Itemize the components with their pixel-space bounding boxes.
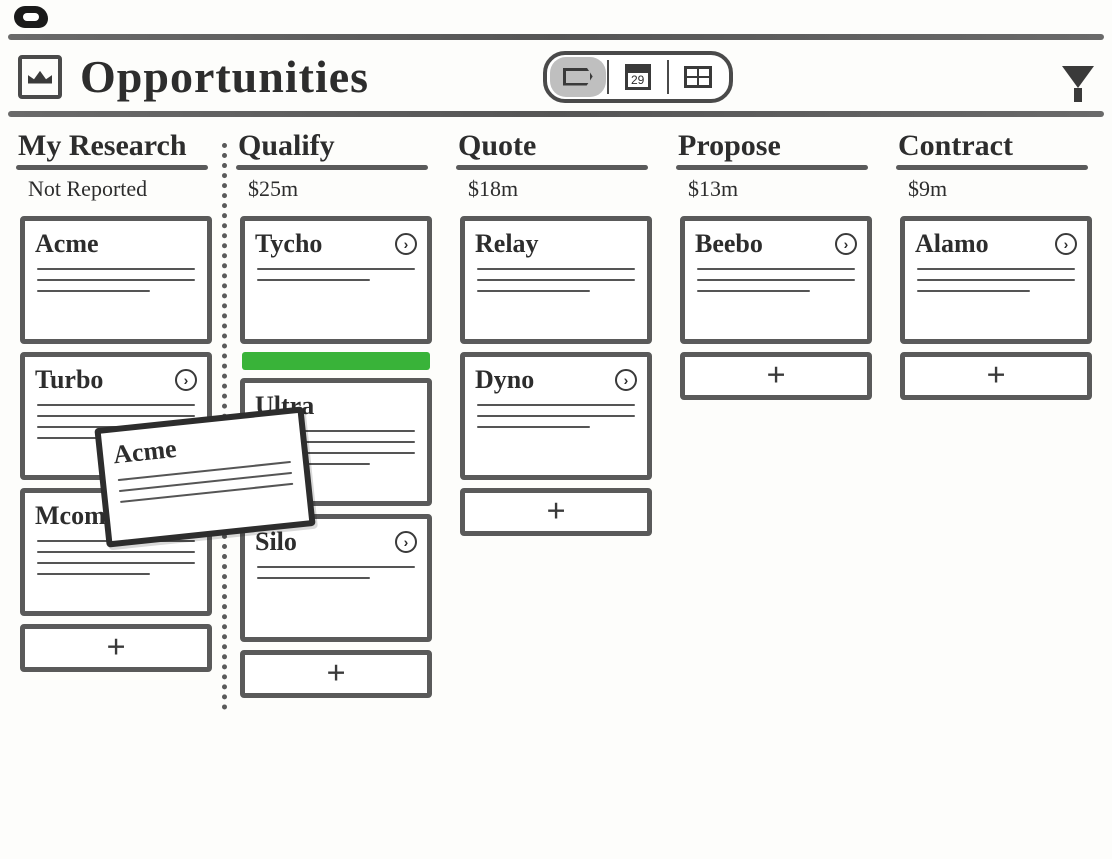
card-text-line [477,415,635,417]
column-subtitle: Not Reported [16,176,216,208]
card-text-line [37,573,150,575]
column-title: Contract [896,127,1096,163]
column-title: Quote [456,127,656,163]
add-card-button[interactable]: + [460,488,652,536]
add-card-button[interactable]: + [680,352,872,400]
column-title: My Research [16,127,216,163]
card-title: Tycho [255,229,322,259]
column-title: Qualify [236,127,436,163]
opportunity-card[interactable]: Relay [460,216,652,344]
opportunity-card[interactable]: Beebo › [680,216,872,344]
column-underline [16,165,208,170]
calendar-day: 29 [631,73,644,87]
column-underline [896,165,1088,170]
dragging-card[interactable]: Acme [94,406,315,547]
chevron-right-icon[interactable]: › [175,369,197,391]
card-title: Acme [112,434,178,470]
divider [667,60,669,94]
divider [607,60,609,94]
card-text-line [697,279,855,281]
opportunity-card[interactable]: Dyno › [460,352,652,480]
chevron-right-icon[interactable]: › [615,369,637,391]
card-text-line [477,426,590,428]
card-text-line [257,279,370,281]
page-title: Opportunities [80,50,369,103]
card-title: Silo [255,527,297,557]
card-text-line [697,290,810,292]
card-title: Turbo [35,365,103,395]
kanban-column: My ResearchNot ReportedAcmeTurbo›Mcomm+ [10,123,222,710]
card-title: Beebo [695,229,763,259]
kanban-column: Propose $13m Beebo › + [670,123,882,710]
add-card-button[interactable]: + [900,352,1092,400]
column-underline [676,165,868,170]
calendar-icon: 29 [625,64,651,90]
card-text-line [37,551,195,553]
card-text-line [119,472,292,492]
card-text-line [37,268,195,270]
tag-icon [563,68,593,86]
filter-icon[interactable] [1062,66,1094,88]
card-text-line [477,290,590,292]
column-subtitle: $25m [236,176,436,208]
card-text-line [37,290,150,292]
card-title: Alamo [915,229,989,259]
divider [8,34,1104,40]
card-text-line [917,290,1030,292]
view-grid-button[interactable] [670,57,726,97]
card-text-line [257,577,370,579]
card-text-line [477,279,635,281]
opportunity-card[interactable]: Alamo › [900,216,1092,344]
kanban-board: My ResearchNot ReportedAcmeTurbo›Mcomm+Q… [0,123,1112,710]
card-text-line [120,483,293,503]
card-text-line [37,279,195,281]
card-text-line [697,268,855,270]
column-subtitle: $18m [456,176,656,208]
card-text-line [37,415,195,417]
add-card-button[interactable]: + [240,650,432,698]
view-switcher: 29 [543,51,733,103]
opportunity-card[interactable]: Tycho › [240,216,432,344]
column-underline [236,165,428,170]
grid-icon [684,66,712,88]
card-text-line [477,268,635,270]
column-underline [456,165,648,170]
card-title: Acme [35,229,99,259]
divider [8,111,1104,117]
opportunities-crown-icon [18,55,62,99]
chevron-right-icon[interactable]: › [395,531,417,553]
column-title: Propose [676,127,876,163]
card-text-line [917,268,1075,270]
card-title: Relay [475,229,539,259]
chevron-right-icon[interactable]: › [835,233,857,255]
column-subtitle: $9m [896,176,1096,208]
card-title: Dyno [475,365,534,395]
page-header: Opportunities 29 [0,46,1112,105]
card-text-line [917,279,1075,281]
card-text-line [477,404,635,406]
kanban-column: Quote $18m Relay Dyno › + [450,123,662,710]
card-text-line [257,566,415,568]
opportunity-card[interactable]: Silo › [240,514,432,642]
card-text-line [257,268,415,270]
opportunity-card[interactable]: Acme [20,216,212,344]
view-calendar-button[interactable]: 29 [610,57,666,97]
chevron-right-icon[interactable]: › [1055,233,1077,255]
card-text-line [37,404,195,406]
cloud-icon [14,6,48,28]
card-text-line [37,562,195,564]
view-kanban-button[interactable] [550,57,606,97]
add-card-button[interactable]: + [20,624,212,672]
drop-zone[interactable] [242,352,430,370]
column-subtitle: $13m [676,176,876,208]
chevron-right-icon[interactable]: › [395,233,417,255]
kanban-column: Contract $9m Alamo › + [890,123,1102,710]
